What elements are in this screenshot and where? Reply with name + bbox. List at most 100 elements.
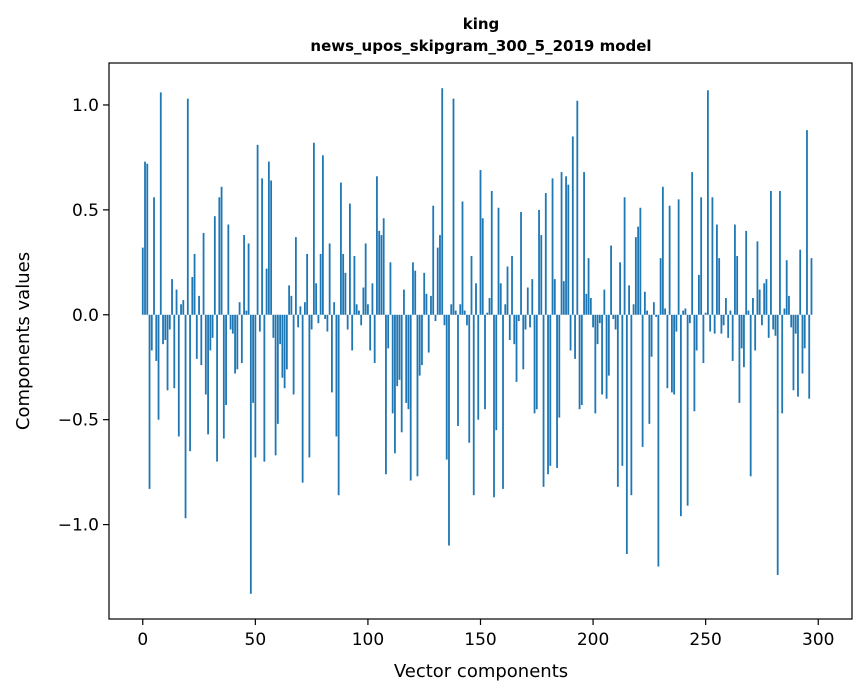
bar-177 xyxy=(540,235,543,315)
bar-148 xyxy=(475,283,477,315)
bar-280 xyxy=(772,314,775,330)
bar-85 xyxy=(333,302,336,315)
bar-136 xyxy=(448,314,450,546)
bar-13 xyxy=(171,279,173,315)
bar-5 xyxy=(153,197,155,315)
bar-244 xyxy=(691,172,694,315)
bar-274 xyxy=(758,289,761,315)
bar-141 xyxy=(459,304,462,315)
bar-209 xyxy=(612,314,615,319)
bar-265 xyxy=(738,314,741,403)
bar-20 xyxy=(186,98,189,315)
bar-63 xyxy=(283,314,286,389)
bar-191 xyxy=(571,136,574,315)
bar-217 xyxy=(630,314,633,496)
bar-282 xyxy=(776,314,779,575)
bar-288 xyxy=(790,314,793,328)
bar-291 xyxy=(797,314,799,397)
y-axis-ticks: −1.0 −0.5 0.0 0.5 1.0 xyxy=(58,96,109,536)
y-tick-label: 0.5 xyxy=(72,201,99,221)
bar-297 xyxy=(810,258,813,315)
bar-76 xyxy=(312,142,315,315)
bar-190 xyxy=(569,314,572,351)
bar-2 xyxy=(146,163,149,315)
bar-262 xyxy=(731,314,734,361)
bar-201 xyxy=(594,314,597,414)
bar-264 xyxy=(736,256,739,315)
bar-182 xyxy=(551,178,554,315)
bar-91 xyxy=(346,314,349,330)
bar-89 xyxy=(342,253,345,315)
bar-212 xyxy=(619,262,621,315)
bar-37 xyxy=(225,314,227,405)
bar-77 xyxy=(315,283,318,315)
bar-237 xyxy=(675,314,678,332)
bar-169 xyxy=(522,314,525,370)
bar-131 xyxy=(436,247,439,315)
bar-14 xyxy=(173,314,176,389)
bar-281 xyxy=(774,314,777,336)
bar-225 xyxy=(648,314,651,424)
bar-19 xyxy=(184,314,187,519)
bar-1 xyxy=(144,161,146,315)
bar-210 xyxy=(614,314,617,330)
bar-93 xyxy=(351,314,354,351)
bar-229 xyxy=(657,314,660,567)
bar-70 xyxy=(299,306,302,315)
x-tick-label: 300 xyxy=(802,630,834,650)
bar-64 xyxy=(285,314,288,370)
bar-17 xyxy=(180,304,182,315)
bar-59 xyxy=(274,314,277,456)
bar-267 xyxy=(743,314,745,368)
bar-249 xyxy=(702,314,705,364)
bar-48 xyxy=(249,314,252,594)
bar-57 xyxy=(270,180,273,315)
bar-230 xyxy=(659,258,662,315)
bar-114 xyxy=(398,314,401,380)
bar-170 xyxy=(524,314,527,330)
bar-246 xyxy=(695,314,698,351)
bar-42 xyxy=(236,314,239,370)
bar-187 xyxy=(562,281,565,315)
bar-45 xyxy=(243,235,245,315)
bar-200 xyxy=(592,314,594,328)
bar-30 xyxy=(209,314,212,351)
bar-183 xyxy=(553,279,556,315)
bar-65 xyxy=(288,285,291,315)
bar-31 xyxy=(211,314,214,338)
bar-154 xyxy=(488,297,491,315)
bar-140 xyxy=(457,314,459,426)
bar-132 xyxy=(439,235,441,315)
bar-113 xyxy=(396,314,399,387)
bar-176 xyxy=(538,209,540,315)
bar-152 xyxy=(484,314,486,410)
x-tick-label: 250 xyxy=(689,630,721,650)
bar-11 xyxy=(166,314,169,391)
bar-153 xyxy=(486,312,489,315)
bar-173 xyxy=(531,279,534,315)
bar-236 xyxy=(673,314,676,395)
x-tick-label: 100 xyxy=(352,630,384,650)
bar-41 xyxy=(234,314,236,374)
bar-110 xyxy=(389,262,392,315)
bar-44 xyxy=(240,314,243,364)
x-axis-label: Vector components xyxy=(394,661,568,682)
bar-234 xyxy=(668,205,671,315)
bar-155 xyxy=(490,190,493,315)
bar-34 xyxy=(218,197,221,315)
bar-28 xyxy=(204,314,207,395)
bar-241 xyxy=(684,308,687,315)
bar-108 xyxy=(385,314,387,475)
bar-219 xyxy=(634,237,637,315)
bar-285 xyxy=(783,308,786,315)
bar-273 xyxy=(756,241,759,315)
y-tick-label: 0.0 xyxy=(72,306,99,326)
bar-233 xyxy=(666,314,669,389)
bar-43 xyxy=(238,302,241,315)
bar-197 xyxy=(585,293,588,315)
bar-81 xyxy=(324,314,327,319)
bar-174 xyxy=(533,314,536,414)
bar-181 xyxy=(549,314,552,466)
bar-22 xyxy=(191,277,194,315)
